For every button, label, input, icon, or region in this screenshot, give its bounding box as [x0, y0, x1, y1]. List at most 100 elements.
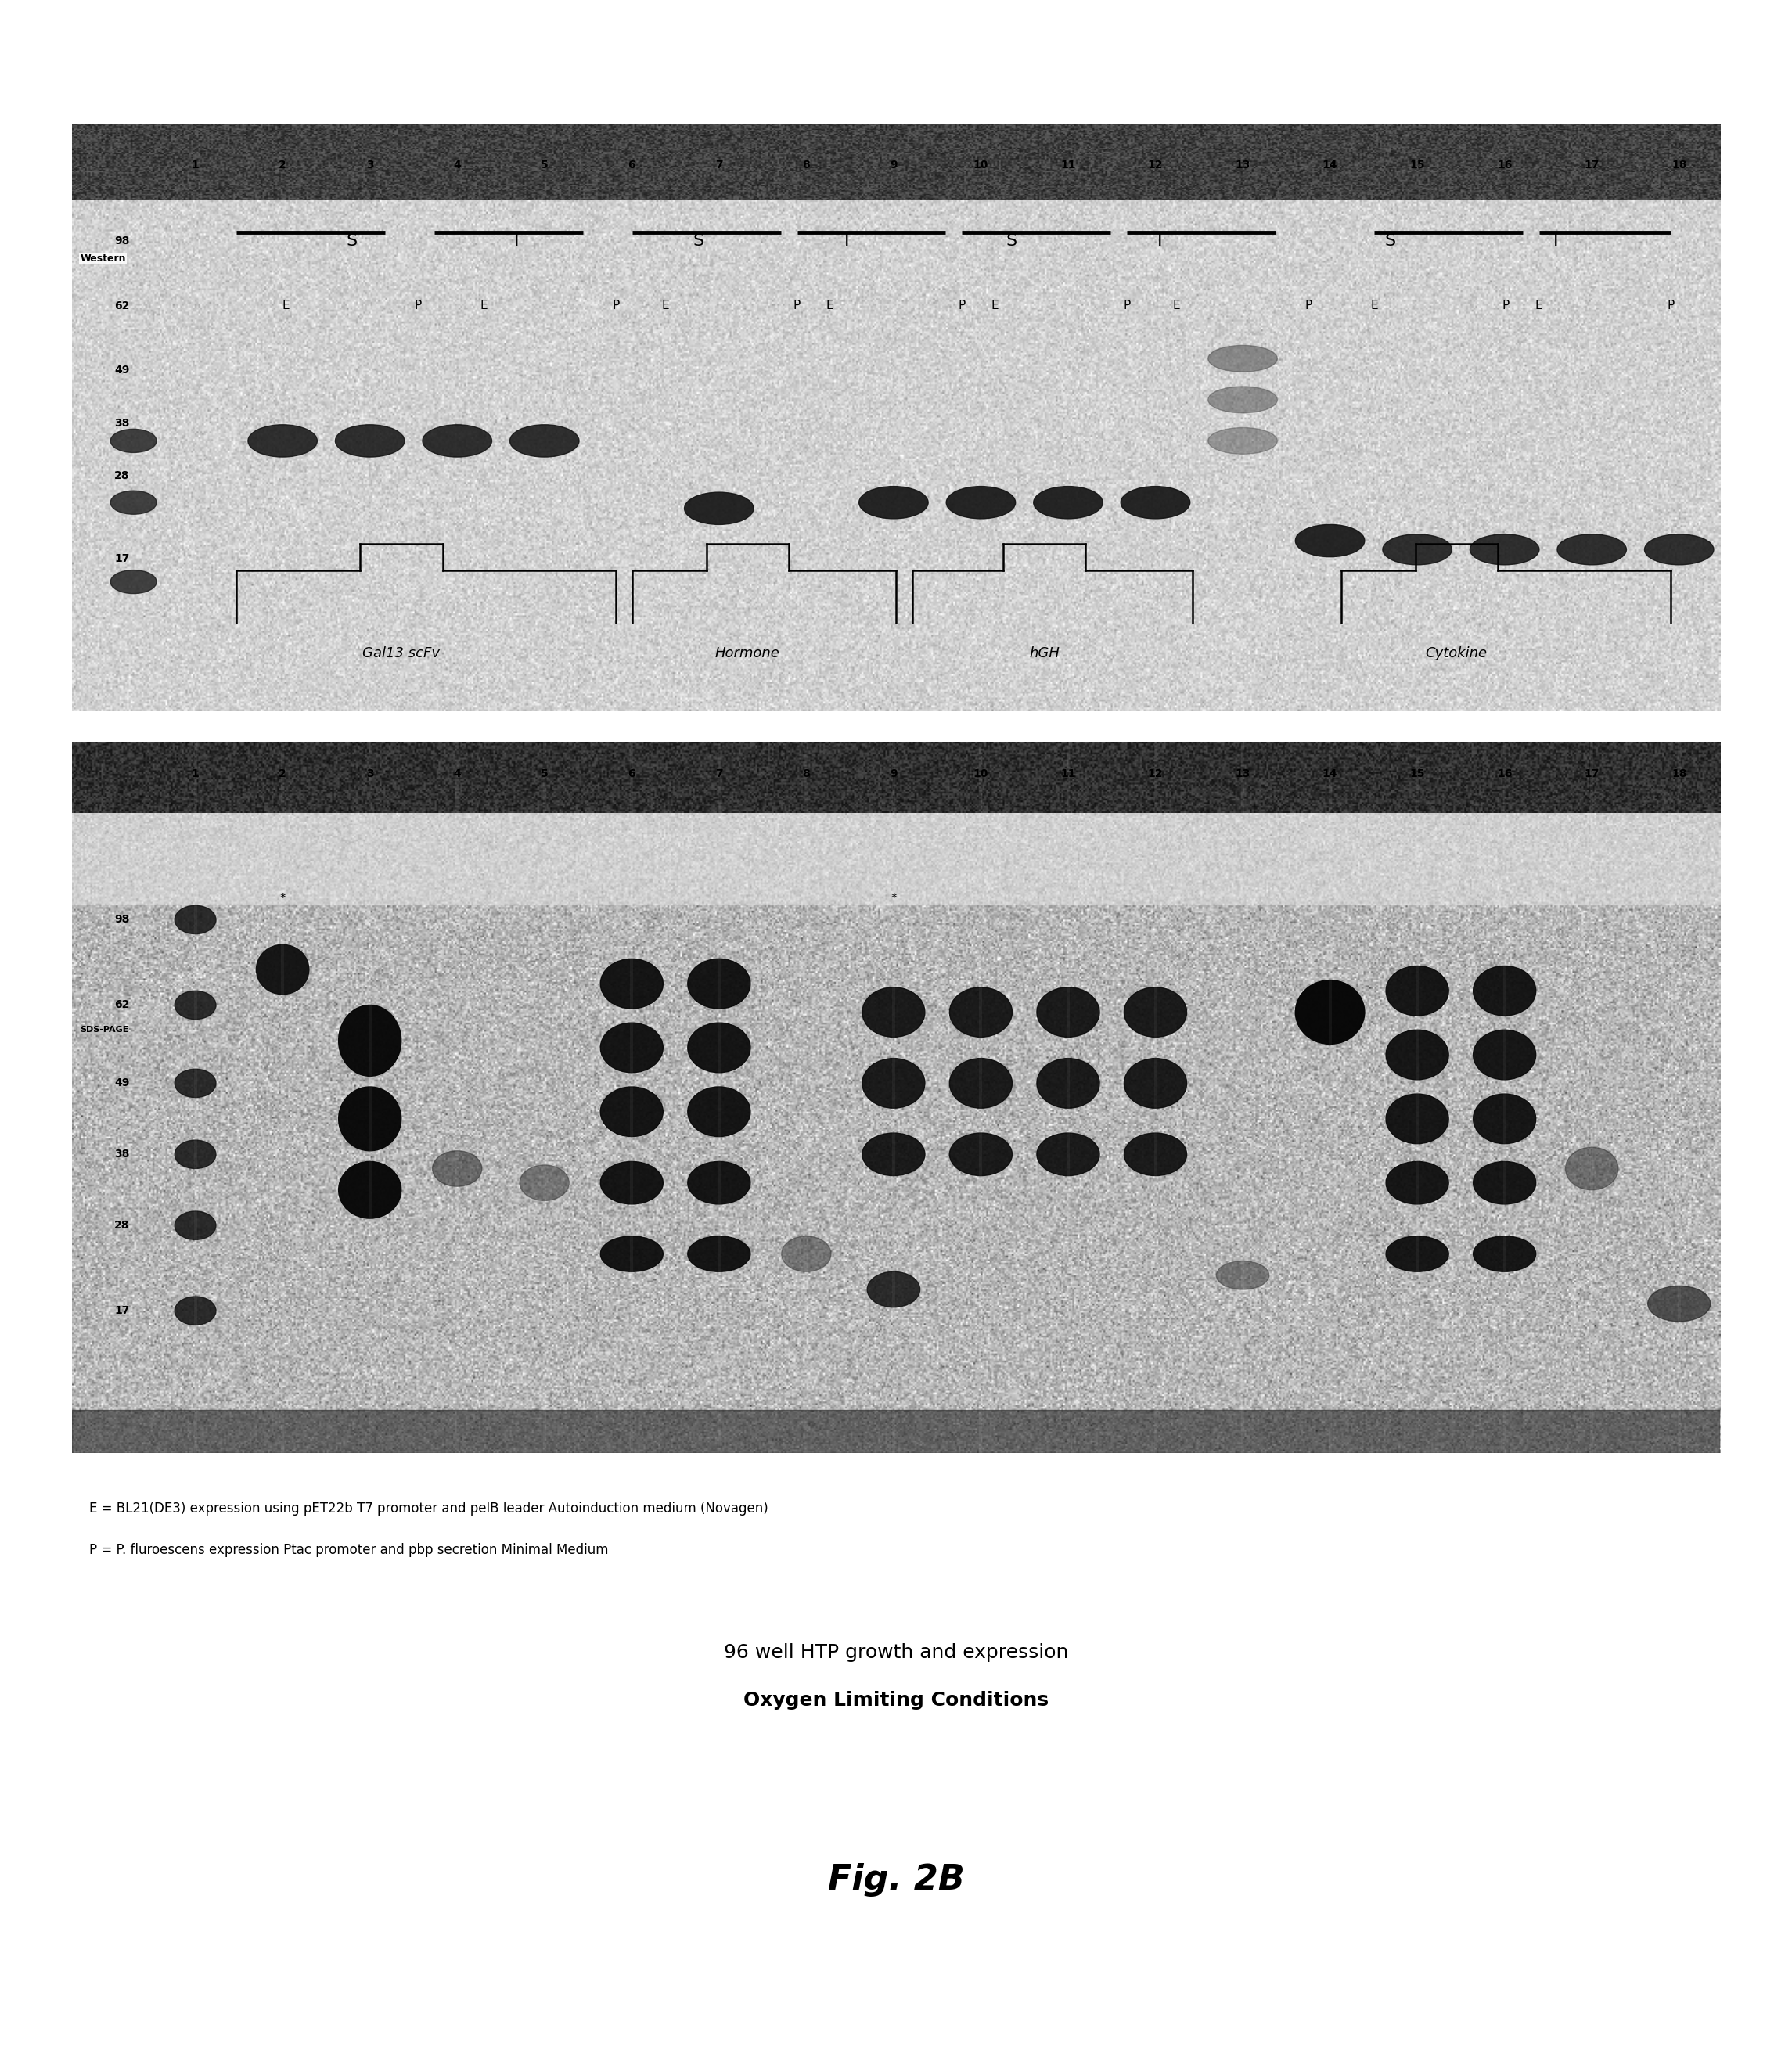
Ellipse shape — [950, 987, 1012, 1037]
Text: 28: 28 — [115, 1220, 129, 1230]
Text: 18: 18 — [1672, 159, 1686, 171]
Text: *: * — [280, 892, 285, 905]
Text: 14: 14 — [1322, 159, 1337, 171]
Text: *: * — [891, 892, 896, 905]
Ellipse shape — [520, 1164, 570, 1202]
Ellipse shape — [111, 429, 156, 453]
Ellipse shape — [176, 1070, 215, 1099]
Ellipse shape — [1038, 1059, 1100, 1109]
Text: 14: 14 — [1322, 769, 1337, 779]
Ellipse shape — [1649, 1286, 1710, 1321]
Text: 11: 11 — [1061, 159, 1075, 171]
Text: E: E — [661, 301, 668, 311]
Text: E: E — [1371, 301, 1378, 311]
Text: P: P — [1305, 301, 1312, 311]
Ellipse shape — [862, 1134, 925, 1175]
Text: E: E — [826, 301, 833, 311]
Ellipse shape — [600, 1086, 663, 1136]
Text: Cytokine: Cytokine — [1426, 647, 1487, 660]
Text: 3: 3 — [366, 159, 375, 171]
Text: 13: 13 — [1235, 159, 1251, 171]
Text: 17: 17 — [1584, 769, 1600, 779]
Text: 15: 15 — [1410, 159, 1425, 171]
Ellipse shape — [339, 1006, 401, 1076]
Ellipse shape — [176, 905, 215, 934]
Ellipse shape — [1385, 1094, 1448, 1144]
Ellipse shape — [1038, 1134, 1100, 1175]
Text: I: I — [514, 233, 520, 249]
Ellipse shape — [1124, 987, 1186, 1037]
Text: Gal13 scFv: Gal13 scFv — [362, 647, 441, 660]
Ellipse shape — [1385, 1237, 1448, 1272]
Text: 4: 4 — [453, 159, 461, 171]
Text: Oxygen Limiting Conditions: Oxygen Limiting Conditions — [744, 1690, 1048, 1711]
Text: P: P — [959, 301, 966, 311]
Text: E: E — [480, 301, 487, 311]
Ellipse shape — [1296, 981, 1364, 1045]
Text: P = P. fluroescens expression Ptac promoter and pbp secretion Minimal Medium: P = P. fluroescens expression Ptac promo… — [90, 1544, 609, 1556]
Ellipse shape — [688, 1086, 751, 1136]
Ellipse shape — [511, 425, 579, 458]
Ellipse shape — [1473, 1237, 1536, 1272]
Ellipse shape — [1645, 534, 1713, 565]
Text: 8: 8 — [803, 769, 810, 779]
Ellipse shape — [176, 1212, 215, 1241]
Text: 62: 62 — [115, 1000, 129, 1010]
Text: 18: 18 — [1672, 769, 1686, 779]
Ellipse shape — [685, 493, 754, 526]
Text: 96 well HTP growth and expression: 96 well HTP growth and expression — [724, 1643, 1068, 1663]
Text: Western: Western — [81, 254, 125, 264]
Ellipse shape — [1385, 1162, 1448, 1204]
Text: 49: 49 — [115, 365, 129, 375]
Text: E: E — [991, 301, 998, 311]
Text: 7: 7 — [715, 769, 722, 779]
Text: 28: 28 — [115, 470, 129, 482]
Text: 17: 17 — [115, 1305, 129, 1317]
Ellipse shape — [688, 1162, 751, 1204]
Text: 7: 7 — [715, 159, 722, 171]
Ellipse shape — [339, 1162, 401, 1218]
Ellipse shape — [335, 425, 405, 458]
Text: 17: 17 — [115, 552, 129, 565]
Text: 6: 6 — [627, 769, 636, 779]
Text: 9: 9 — [891, 769, 898, 779]
Ellipse shape — [600, 1022, 663, 1072]
Ellipse shape — [1208, 387, 1278, 412]
Ellipse shape — [1208, 346, 1278, 371]
Text: 13: 13 — [1235, 769, 1251, 779]
Ellipse shape — [1473, 1162, 1536, 1204]
Ellipse shape — [867, 1272, 919, 1307]
Text: E: E — [281, 301, 290, 311]
Ellipse shape — [1124, 1134, 1186, 1175]
Text: P: P — [1502, 301, 1509, 311]
Ellipse shape — [781, 1237, 831, 1272]
Text: P: P — [794, 301, 801, 311]
Text: P: P — [613, 301, 620, 311]
Text: 6: 6 — [627, 159, 636, 171]
Text: 15: 15 — [1410, 769, 1425, 779]
Text: S: S — [694, 233, 704, 249]
Text: Hormone: Hormone — [715, 647, 780, 660]
Text: 98: 98 — [115, 915, 129, 925]
Text: S: S — [1385, 233, 1396, 249]
Ellipse shape — [688, 1237, 751, 1272]
Text: SDS-PAGE: SDS-PAGE — [81, 1026, 129, 1035]
Ellipse shape — [600, 1237, 663, 1272]
Text: 1: 1 — [192, 159, 199, 171]
Text: I: I — [1158, 233, 1163, 249]
Ellipse shape — [111, 571, 156, 594]
Ellipse shape — [1120, 486, 1190, 519]
Bar — [72, 1410, 1720, 1453]
Ellipse shape — [1557, 534, 1627, 565]
Ellipse shape — [176, 1296, 215, 1325]
Ellipse shape — [256, 944, 308, 993]
Text: P: P — [1124, 301, 1131, 311]
Text: 16: 16 — [1496, 769, 1512, 779]
Ellipse shape — [339, 1086, 401, 1150]
Text: 9: 9 — [891, 159, 898, 171]
Text: P: P — [1667, 301, 1674, 311]
Ellipse shape — [1296, 526, 1364, 556]
Ellipse shape — [862, 1059, 925, 1109]
Text: 98: 98 — [115, 235, 129, 247]
Text: 5: 5 — [541, 159, 548, 171]
